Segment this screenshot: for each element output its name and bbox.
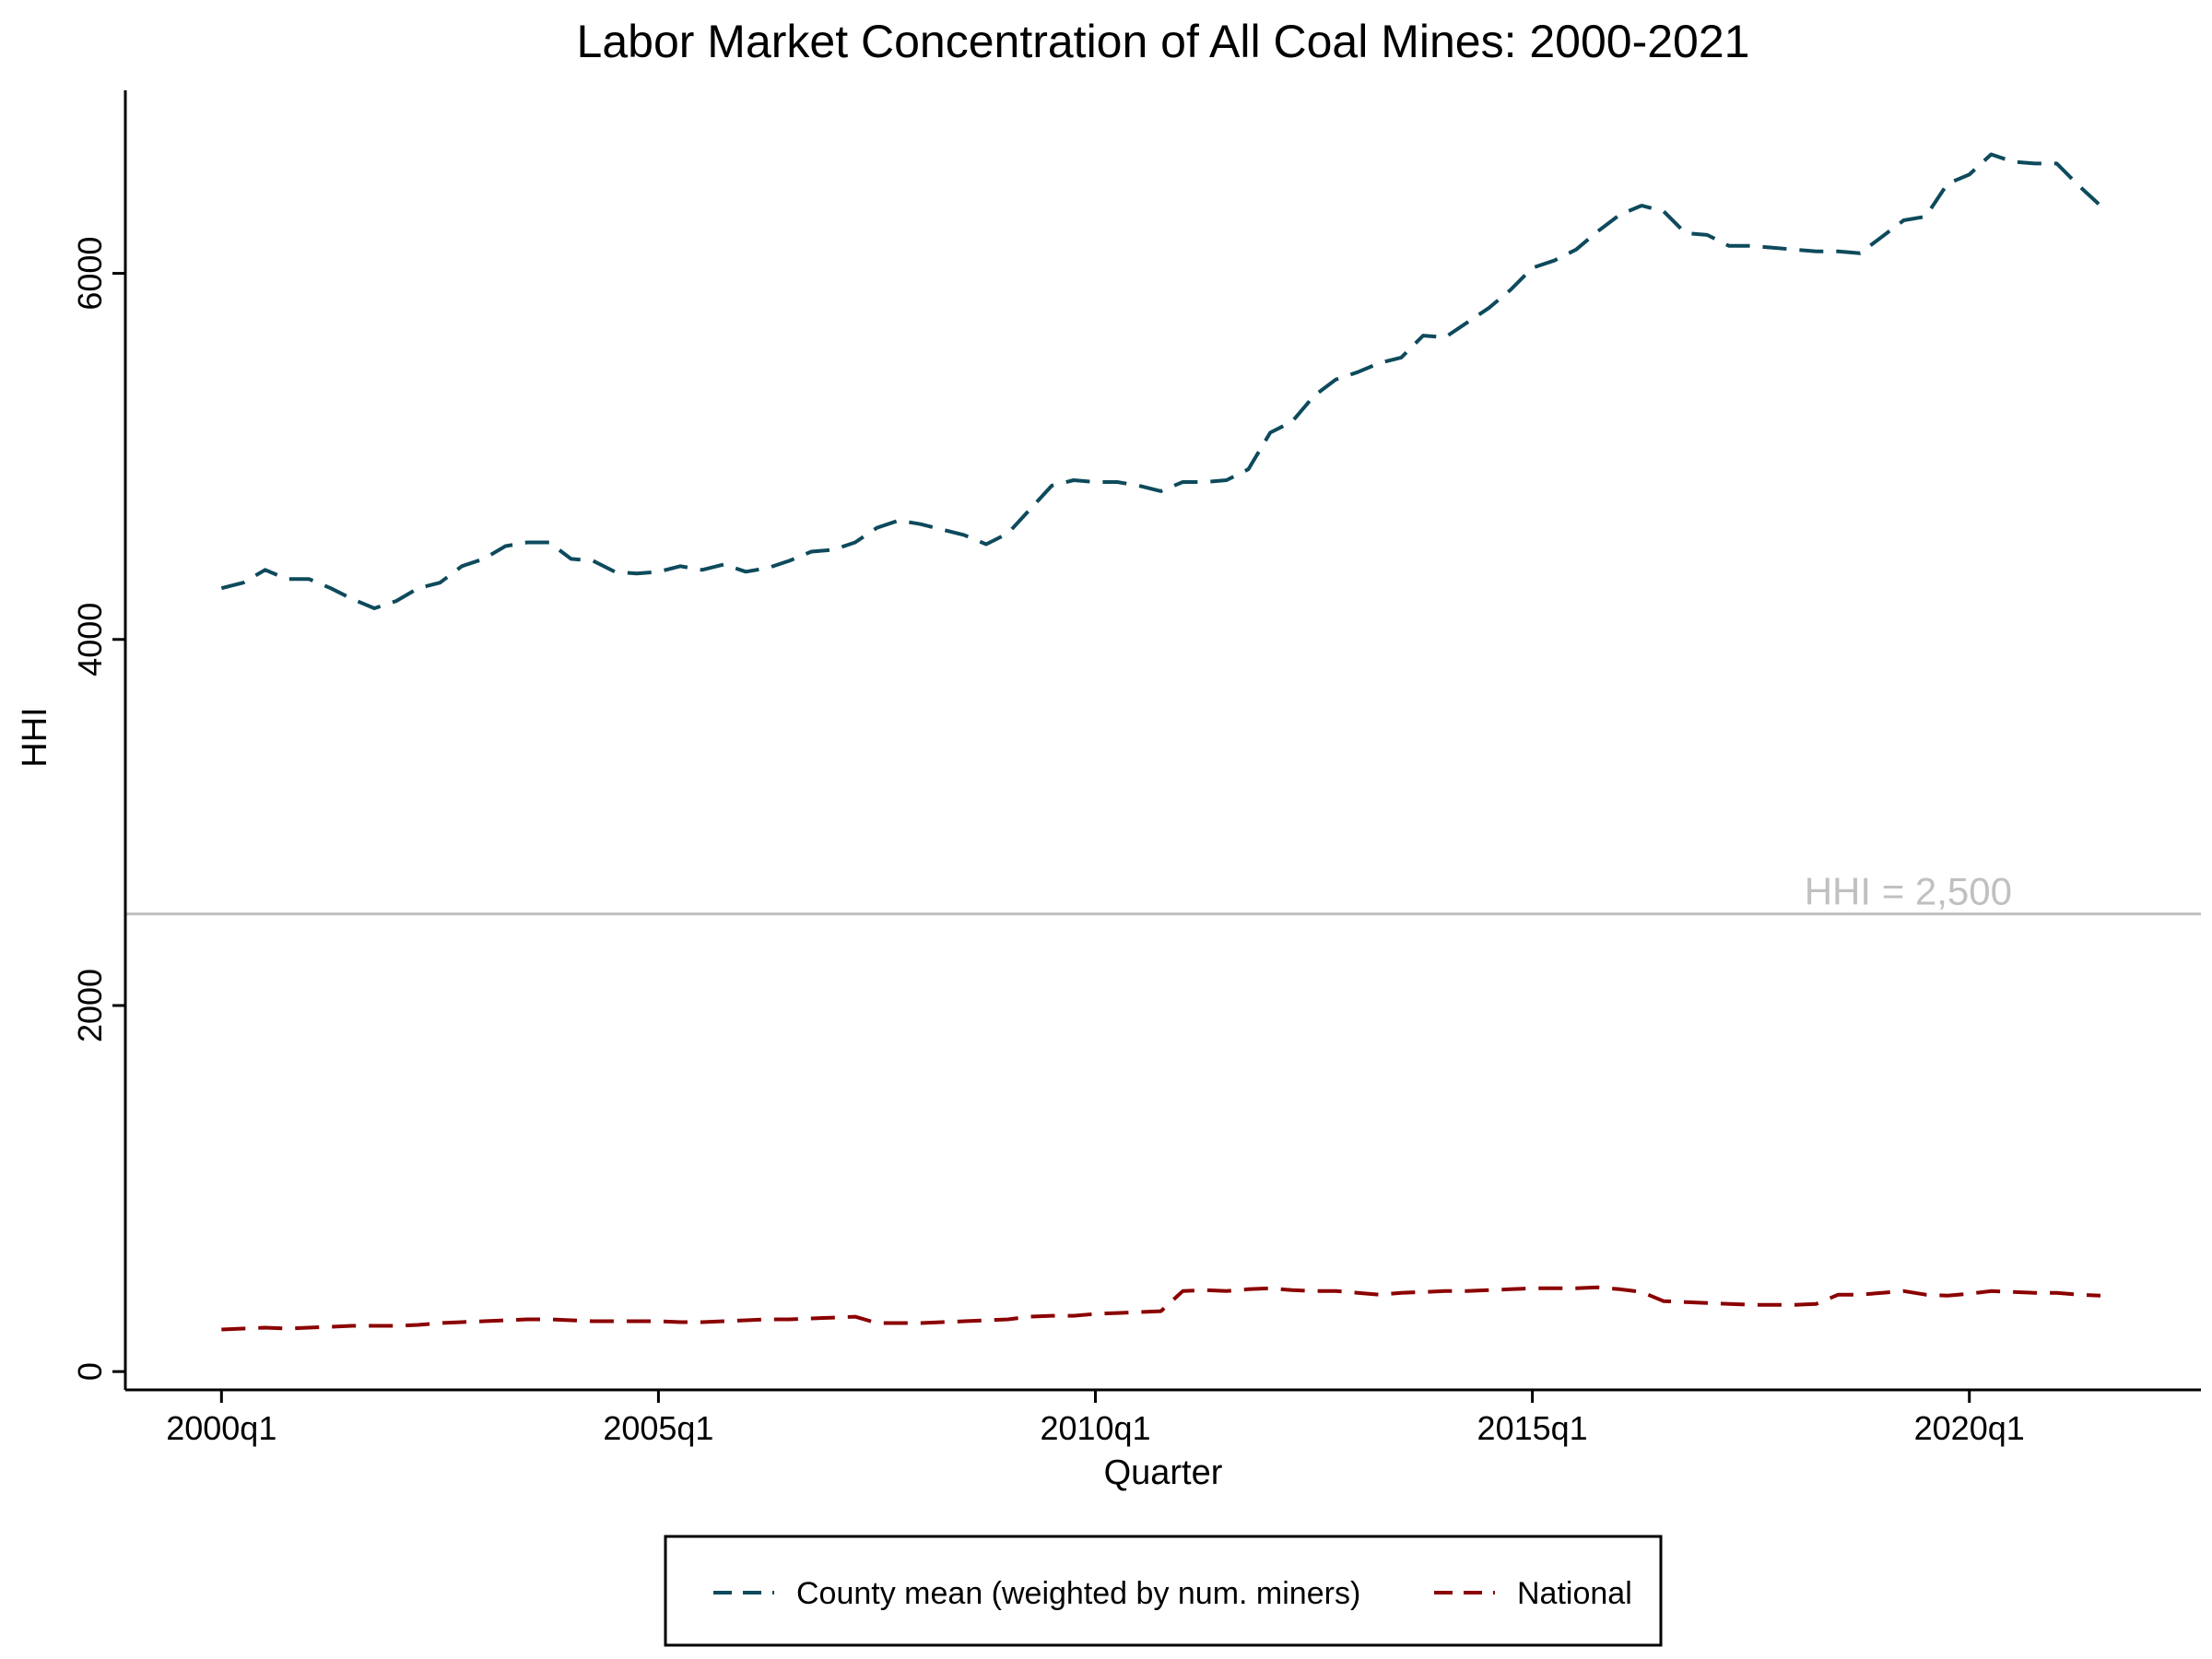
legend-label-national: National xyxy=(1517,1576,1632,1611)
y-tick-label: 0 xyxy=(71,1362,109,1381)
series-group xyxy=(220,152,2102,1332)
chart-title: Labor Market Concentration of All Coal M… xyxy=(577,16,1750,67)
axes-group: 0 2000 4000 6000 2000q1 2005q1 2010q1 2015q1 202… xyxy=(71,90,2201,1447)
legend: County mean (weighted by num. miners) Nat… xyxy=(664,1535,1663,1647)
x-tick-label: 2020q1 xyxy=(1914,1409,2025,1447)
y-tick-label: 6000 xyxy=(71,237,109,311)
series-line-county-mean xyxy=(220,152,2102,610)
y-tick-label: 2000 xyxy=(71,969,109,1042)
y-tick-label: 4000 xyxy=(71,603,109,677)
y-axis-title: HHI xyxy=(16,707,54,767)
x-tick-label: 2010q1 xyxy=(1040,1409,1150,1447)
legend-label-county-mean: County mean (weighted by num. miners) xyxy=(796,1576,1360,1611)
reference-line-group: HHI = 2,500 xyxy=(125,870,2201,916)
series-line-national xyxy=(221,1285,2101,1332)
x-axis-title: Quarter xyxy=(1104,1453,1223,1492)
x-tick-label: 2000q1 xyxy=(166,1409,276,1447)
reference-line-label: HHI = 2,500 xyxy=(1805,870,2012,913)
x-tick-label: 2015q1 xyxy=(1477,1409,1588,1447)
x-tick-label: 2005q1 xyxy=(603,1409,713,1447)
